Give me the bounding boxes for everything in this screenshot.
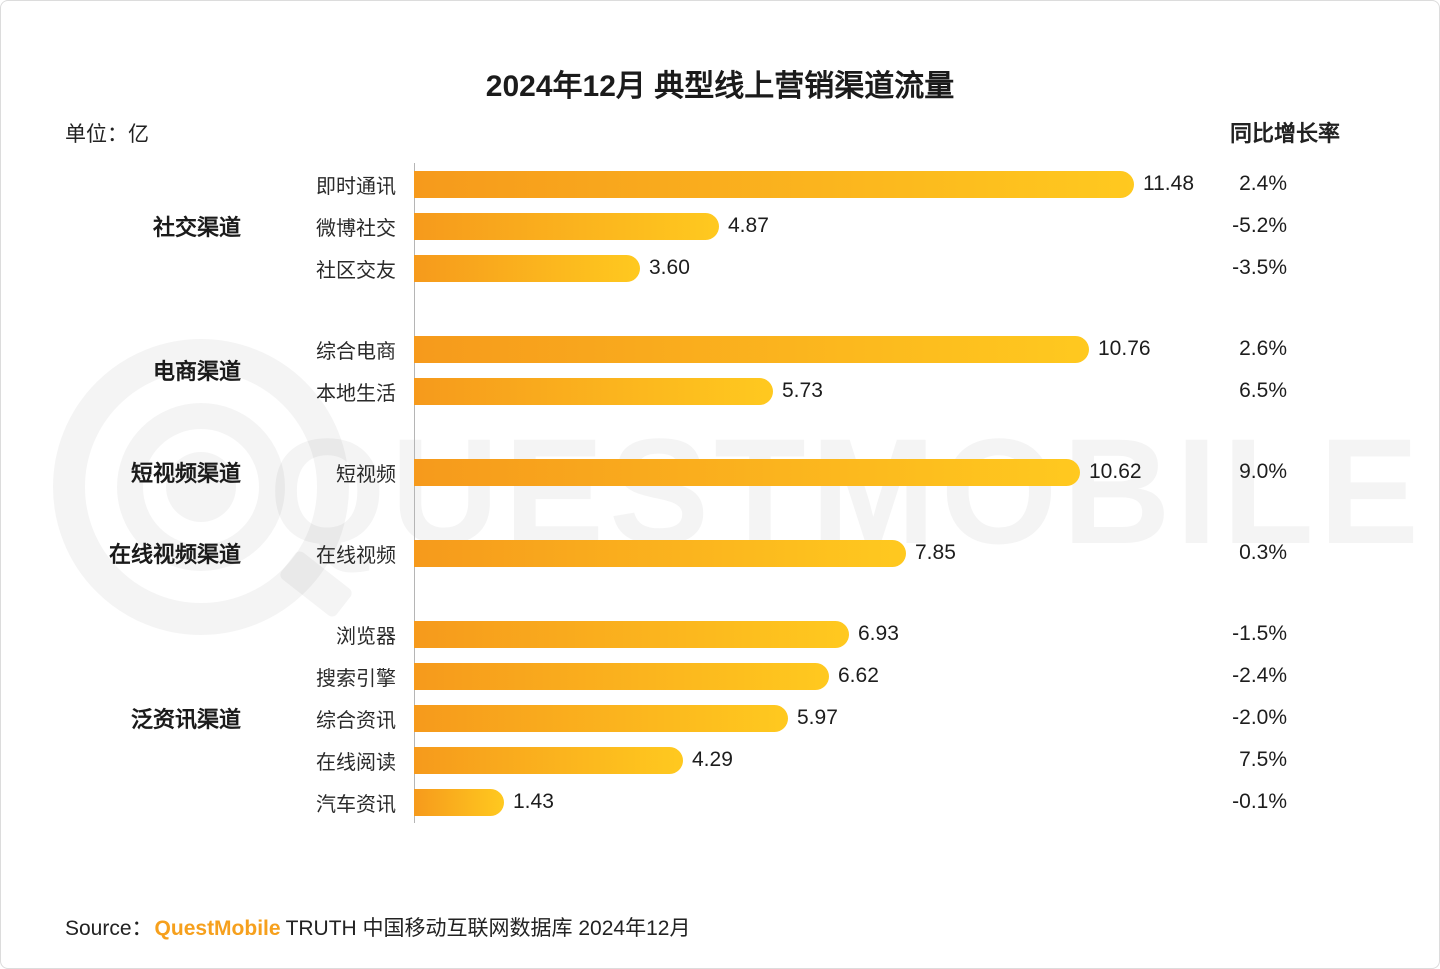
source-prefix: Source：: [65, 917, 153, 940]
bar-value: 11.48: [1143, 172, 1194, 195]
growth-value: 9.0%: [1239, 460, 1287, 483]
row-label: 综合电商: [316, 340, 396, 363]
bar-zone: 5.97: [414, 704, 1221, 732]
growth-value: 2.6%: [1239, 337, 1287, 360]
growth-value: 7.5%: [1239, 748, 1287, 771]
bar: [414, 212, 719, 240]
bar-zone: 6.62: [414, 662, 1221, 690]
row-label: 在线阅读: [316, 751, 396, 774]
bar-value: 10.62: [1089, 460, 1142, 483]
bar-row: 在线视频 7.85 0.3%: [251, 532, 1439, 574]
bar: [414, 539, 906, 567]
bar: [414, 254, 640, 282]
bar: [414, 458, 1080, 486]
group-rows: 综合电商 10.76 2.6% 本地生活 5.73 6.5%: [251, 328, 1439, 412]
group-label: 短视频渠道: [130, 461, 241, 486]
source-line: Source：QuestMobile TRUTH 中国移动互联网数据库 2024年…: [65, 912, 690, 942]
chart-groups: 社交渠道 即时通讯 11.48 2.4% 微博社交 4.87 -5.2% 社区交…: [1, 163, 1439, 823]
bar-row: 即时通讯 11.48 2.4%: [251, 163, 1439, 205]
growth-value: 2.4%: [1239, 172, 1287, 195]
y-axis-line: [414, 163, 415, 823]
bar-value: 1.43: [513, 790, 554, 813]
bar-value: 4.29: [692, 748, 733, 771]
bar-value: 5.73: [782, 379, 823, 402]
bar: [414, 620, 849, 648]
row-label: 汽车资讯: [316, 793, 396, 816]
bar-zone: 10.76: [414, 335, 1221, 363]
group-label: 在线视频渠道: [108, 542, 241, 567]
bar-value: 5.97: [797, 706, 838, 729]
bar-zone: 6.93: [414, 620, 1221, 648]
channel-group: 短视频渠道 短视频 10.62 9.0%: [1, 451, 1439, 493]
bar-value: 4.87: [728, 214, 769, 237]
bar: [414, 704, 788, 732]
bar-row: 综合资讯 5.97 -2.0%: [251, 697, 1439, 739]
bar-zone: 1.43: [414, 788, 1221, 816]
row-label: 本地生活: [316, 382, 396, 405]
bar: [414, 377, 773, 405]
row-label: 短视频: [336, 463, 396, 486]
row-label: 微博社交: [316, 217, 396, 240]
bar-value: 6.62: [838, 664, 879, 687]
row-label: 即时通讯: [316, 175, 396, 198]
bar-zone: 4.87: [414, 212, 1221, 240]
bar-row: 短视频 10.62 9.0%: [251, 451, 1439, 493]
bar-value: 3.60: [649, 256, 690, 279]
bar-zone: 7.85: [414, 539, 1221, 567]
source-brand: QuestMobile: [154, 917, 281, 940]
bar-zone: 10.62: [414, 458, 1221, 486]
row-label: 浏览器: [336, 625, 396, 648]
source-suffix: TRUTH 中国移动互联网数据库 2024年12月: [285, 917, 691, 940]
growth-value: 0.3%: [1239, 541, 1287, 564]
growth-value: -3.5%: [1232, 256, 1287, 279]
channel-group: 社交渠道 即时通讯 11.48 2.4% 微博社交 4.87 -5.2% 社区交…: [1, 163, 1439, 289]
channel-group: 在线视频渠道 在线视频 7.85 0.3%: [1, 532, 1439, 574]
channel-group: 泛资讯渠道 浏览器 6.93 -1.5% 搜索引擎 6.62 -2.4% 综合资…: [1, 613, 1439, 823]
growth-value: -0.1%: [1232, 790, 1287, 813]
bar-value: 10.76: [1098, 337, 1151, 360]
chart-area: 社交渠道 即时通讯 11.48 2.4% 微博社交 4.87 -5.2% 社区交…: [1, 163, 1439, 826]
growth-value: -5.2%: [1232, 214, 1287, 237]
row-label: 社区交友: [316, 259, 396, 282]
bar: [414, 746, 683, 774]
row-label: 搜索引擎: [316, 667, 396, 690]
bar: [414, 335, 1089, 363]
growth-value: -2.4%: [1232, 664, 1287, 687]
row-label: 在线视频: [316, 544, 396, 567]
bar-zone: 3.60: [414, 254, 1221, 282]
group-label: 电商渠道: [152, 359, 241, 384]
chart-title: 2024年12月 典型线上营销渠道流量: [485, 70, 955, 103]
growth-value: -1.5%: [1232, 622, 1287, 645]
bar-zone: 4.29: [414, 746, 1221, 774]
group-rows: 即时通讯 11.48 2.4% 微博社交 4.87 -5.2% 社区交友 3.6…: [251, 163, 1439, 289]
bar-value: 6.93: [858, 622, 899, 645]
bar-zone: 5.73: [414, 377, 1221, 405]
row-label: 综合资讯: [316, 709, 396, 732]
group-rows: 在线视频 7.85 0.3%: [251, 532, 1439, 574]
bar-row: 汽车资讯 1.43 -0.1%: [251, 781, 1439, 823]
bar-row: 综合电商 10.76 2.6%: [251, 328, 1439, 370]
bar: [414, 662, 829, 690]
growth-value: -2.0%: [1232, 706, 1287, 729]
group-label: 泛资讯渠道: [130, 707, 241, 732]
bar-value: 7.85: [915, 541, 956, 564]
group-rows: 浏览器 6.93 -1.5% 搜索引擎 6.62 -2.4% 综合资讯 5.97…: [251, 613, 1439, 823]
bar: [414, 788, 504, 816]
growth-value: 6.5%: [1239, 379, 1287, 402]
bar-row: 社区交友 3.60 -3.5%: [251, 247, 1439, 289]
bar: [414, 170, 1134, 198]
group-label: 社交渠道: [152, 215, 241, 240]
growth-rate-header: 同比增长率: [1229, 121, 1340, 146]
bar-row: 浏览器 6.93 -1.5%: [251, 613, 1439, 655]
unit-label: 单位：亿: [65, 123, 149, 146]
group-rows: 短视频 10.62 9.0%: [251, 451, 1439, 493]
bar-row: 在线阅读 4.29 7.5%: [251, 739, 1439, 781]
bar-row: 微博社交 4.87 -5.2%: [251, 205, 1439, 247]
channel-group: 电商渠道 综合电商 10.76 2.6% 本地生活 5.73 6.5%: [1, 328, 1439, 412]
bar-row: 搜索引擎 6.62 -2.4%: [251, 655, 1439, 697]
bar-zone: 11.48: [414, 170, 1221, 198]
bar-row: 本地生活 5.73 6.5%: [251, 370, 1439, 412]
